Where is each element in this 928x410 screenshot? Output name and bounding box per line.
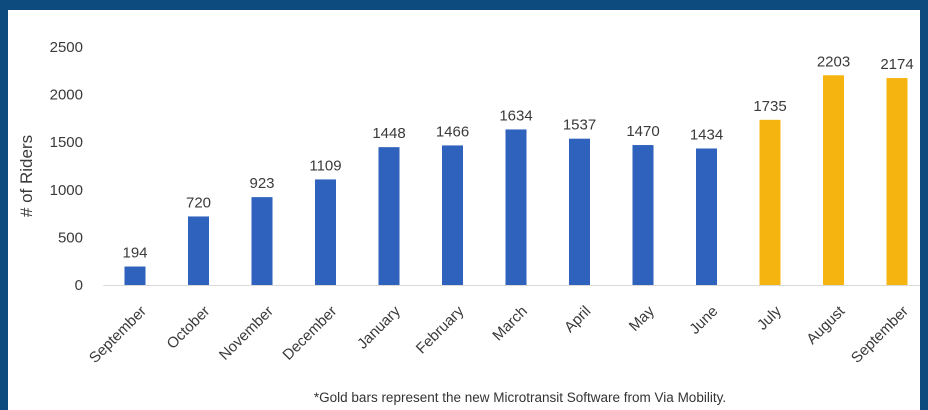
bar-2 (188, 216, 209, 285)
bar-1 (124, 266, 146, 285)
bar-data-label: 1634 (499, 107, 532, 124)
x-category-label: September (86, 303, 150, 367)
bar-11 (759, 119, 781, 285)
bar-4 (315, 179, 336, 285)
x-category-label: July (754, 302, 785, 333)
x-category-label: September (848, 303, 912, 367)
bar-7 (505, 129, 527, 285)
bar-data-label: 1448 (372, 125, 405, 142)
y-tick-label: 2500 (50, 39, 83, 56)
x-category-label: November (216, 303, 277, 364)
x-category-label: August (803, 302, 849, 348)
bar-data-label: 1466 (436, 123, 469, 140)
chart-frame: 0 500 1000 1500 2000 2500 # of Riders 194 720 9… (8, 10, 920, 410)
bar-data-label: 1470 (626, 123, 659, 140)
y-tick-label: 500 (58, 229, 83, 246)
rider-bar-chart: 0 500 1000 1500 2000 2500 # of Riders 194 720 9… (17, 39, 920, 405)
x-axis-category-labels: September October November December January F… (86, 302, 912, 366)
bars (124, 75, 908, 285)
bar-13 (886, 78, 908, 285)
bar-3 (251, 197, 273, 285)
bar-8 (569, 138, 590, 285)
bar-5 (378, 147, 400, 285)
bar-data-label: 2203 (817, 53, 850, 70)
chart-footnote: *Gold bars represent the new Microtransi… (314, 390, 726, 405)
bar-9 (632, 145, 654, 285)
bar-data-label: 720 (186, 194, 211, 211)
y-tick-label: 0 (75, 277, 83, 294)
bar-data-label: 194 (122, 245, 147, 262)
y-tick-label: 1000 (50, 182, 83, 199)
bar-data-labels: 194 720 923 1109 1448 1466 1634 1537 1470 1434 173… (122, 53, 913, 261)
bar-data-label: 1735 (753, 98, 786, 115)
bar-data-label: 1434 (690, 126, 723, 143)
y-tick-label: 2000 (50, 87, 83, 104)
bar-12 (823, 75, 844, 285)
bar-data-label: 1109 (309, 157, 341, 174)
x-category-label: February (413, 302, 468, 357)
x-category-label: June (686, 303, 721, 338)
x-category-label: December (279, 303, 340, 364)
y-axis-title: # of Riders (17, 135, 36, 217)
bar-data-label: 923 (249, 175, 274, 192)
bar-data-label: 1537 (563, 117, 596, 134)
x-category-label: October (164, 303, 214, 353)
bar-data-label: 2174 (880, 56, 913, 73)
y-tick-label: 1500 (50, 134, 83, 151)
x-category-label: March (489, 303, 530, 344)
x-category-label: April (561, 303, 594, 336)
x-category-label: January (354, 302, 404, 352)
x-category-label: May (626, 302, 658, 334)
bar-10 (696, 148, 717, 285)
y-axis-ticks: 0 500 1000 1500 2000 2500 (50, 39, 83, 294)
bar-6 (442, 145, 463, 285)
